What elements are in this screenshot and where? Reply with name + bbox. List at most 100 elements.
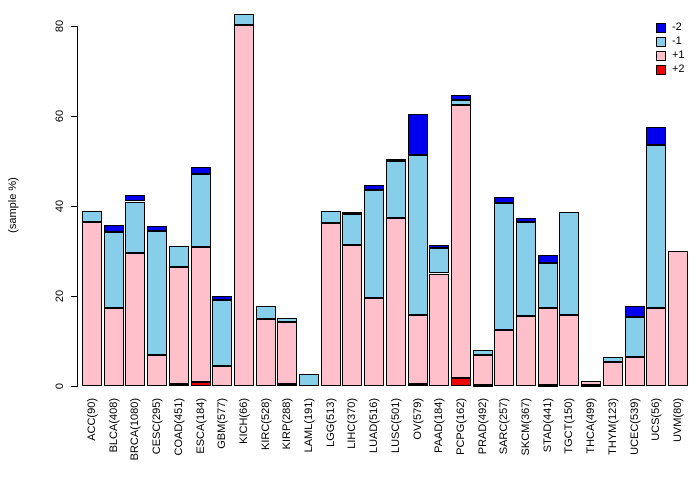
bar-segment-+1: [364, 298, 385, 386]
x-axis-label-KIRP(288): KIRP(288): [281, 398, 294, 450]
bar-segment--1: [364, 189, 385, 299]
legend-label: +1: [672, 49, 685, 61]
bar-segment-+1: [190, 247, 211, 383]
x-axis-label-SARC(257): SARC(257): [498, 398, 511, 455]
bar-segment--2: [125, 195, 146, 202]
bar-segment-+1: [646, 308, 667, 386]
bar-segment--2: [494, 197, 515, 204]
x-axis-label-PCPG(162): PCPG(162): [454, 398, 467, 455]
x-axis-label-PAAD(184): PAAD(184): [433, 398, 446, 453]
bar-segment-+2: [407, 383, 428, 386]
x-axis-label-BLCA(408): BLCA(408): [107, 398, 120, 453]
bar-segment-+1: [537, 307, 558, 385]
bar-segment--1: [103, 231, 124, 309]
legend-swatch-icon: [656, 64, 666, 75]
bar-segment-+1: [147, 354, 168, 386]
x-axis-label-THCA(499): THCA(499): [585, 398, 598, 454]
x-axis-label-STAD(441): STAD(441): [541, 398, 554, 453]
bar-segment-+1: [320, 222, 341, 386]
bar-segment-+2: [168, 384, 189, 387]
x-axis-label-UVM(80): UVM(80): [671, 398, 684, 443]
bar-segment--1: [277, 317, 298, 322]
bar-segment--2: [429, 245, 450, 249]
bar-segment-+1: [516, 315, 536, 386]
x-axis-label-KIRC(528): KIRC(528): [259, 398, 272, 450]
bar-segment-+2: [277, 384, 298, 387]
bar-segment--1: [407, 154, 428, 315]
legend-swatch-icon: [656, 36, 666, 47]
bar-segment-+1: [667, 251, 688, 386]
bar-segment-+1: [82, 222, 102, 386]
bar-segment-+1: [212, 366, 233, 386]
bar-segment--1: [255, 305, 276, 319]
x-axis-label-GBM(577): GBM(577): [216, 398, 229, 449]
bar-segment-+1: [559, 314, 580, 386]
legend-entry-+2: +2: [656, 64, 685, 75]
y-axis-tick: [71, 296, 77, 297]
y-axis-title: (sample %): [7, 177, 19, 233]
bar-segment-+1: [168, 266, 189, 385]
bar-segment--2: [450, 94, 471, 100]
bar-segment-+1: [277, 321, 298, 385]
x-axis-label-LGG(513): LGG(513): [324, 398, 337, 447]
legend-entry-+1: +1: [656, 50, 685, 61]
y-axis-tick: [71, 26, 77, 27]
bar-segment--2: [190, 166, 211, 174]
bar-segment--2: [103, 225, 124, 232]
y-axis-tick: [71, 386, 77, 387]
bar-segment--1: [342, 214, 363, 246]
x-axis-label-THYM(123): THYM(123): [606, 398, 619, 455]
x-axis-label-ESCA(184): ESCA(184): [194, 398, 207, 454]
bar-segment-+1: [494, 330, 515, 386]
bar-segment--1: [168, 246, 189, 267]
y-axis-tick-label: 60: [54, 109, 66, 123]
y-axis-tick-label: 20: [54, 289, 66, 303]
bar-segment--1: [190, 173, 211, 248]
bar-segment--1: [559, 212, 580, 315]
bar-segment-+1: [624, 357, 645, 386]
bar-segment--1: [82, 210, 102, 223]
legend-entry--1: -1: [656, 36, 685, 47]
y-axis-tick: [71, 206, 77, 207]
bar-segment--1: [516, 221, 536, 316]
bar-segment--1: [624, 317, 645, 358]
bar-segment--1: [494, 203, 515, 331]
bar-segment-+1: [103, 308, 124, 386]
x-axis-label-OV(579): OV(579): [411, 398, 424, 440]
bar-segment--1: [385, 160, 406, 218]
bar-segment-+1: [429, 273, 450, 386]
bar-segment--1: [125, 201, 146, 253]
bar-segment--1: [646, 144, 667, 309]
legend-label: -2: [672, 21, 682, 33]
bar-segment--1: [320, 210, 341, 223]
x-axis-label-KICH(66): KICH(66): [237, 398, 250, 444]
bar-segment--2: [342, 211, 363, 215]
bar-segment-+1: [342, 245, 363, 386]
x-axis-label-ACC(90): ACC(90): [86, 398, 98, 441]
x-axis-label-TGCT(150): TGCT(150): [563, 398, 576, 454]
bar-segment--1: [299, 374, 319, 386]
bar-segment--1: [537, 263, 558, 308]
bar-segment--1: [212, 300, 233, 367]
bar-segment--2: [516, 218, 536, 222]
bar-segment-+2: [581, 385, 602, 387]
bar-segment-+1: [472, 354, 493, 385]
bar-segment-+1: [407, 314, 428, 384]
bar-segment--1: [472, 349, 493, 355]
bar-segment--2: [147, 225, 168, 231]
legend-label: -1: [672, 35, 682, 47]
legend-label: +2: [672, 63, 685, 75]
x-axis-label-PRAD(492): PRAD(492): [476, 398, 489, 455]
y-axis-tick-label: 0: [54, 382, 66, 390]
bar-segment--2: [646, 126, 667, 145]
bar-segment-+1: [125, 252, 146, 386]
y-axis-line: [77, 26, 78, 387]
bar-segment-+2: [472, 384, 493, 387]
bar-segment-+1: [450, 104, 471, 379]
y-axis-tick-label: 80: [54, 19, 66, 33]
bar-segment--1: [450, 99, 471, 105]
x-axis-label-UCEC(539): UCEC(539): [628, 398, 641, 455]
bar-segment--2: [624, 305, 645, 318]
legend-swatch-icon: [656, 50, 666, 61]
